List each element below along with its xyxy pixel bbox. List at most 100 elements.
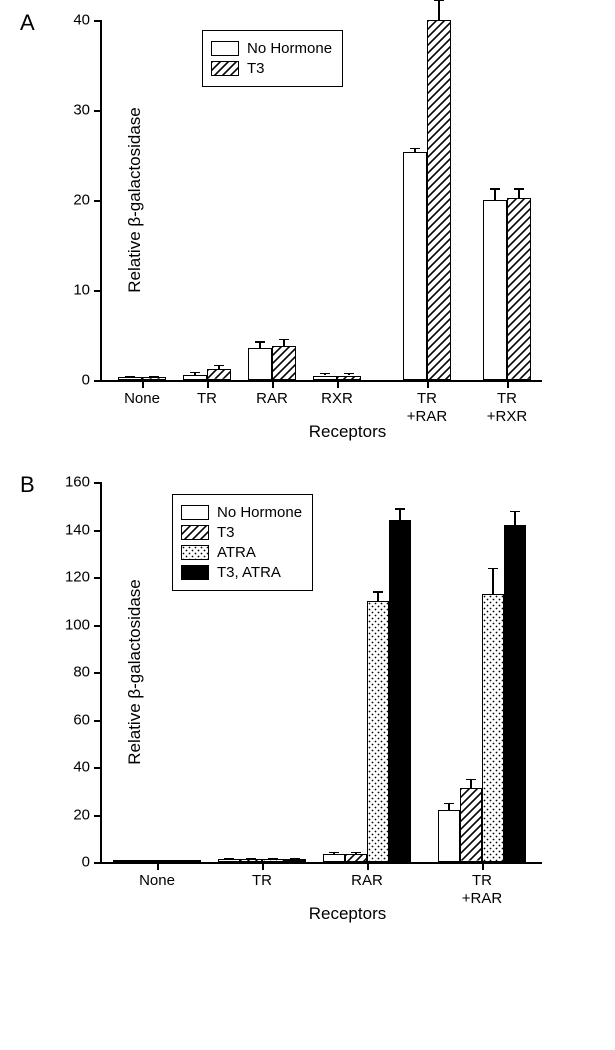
y-axis-label-a: Relative β-galactosidase <box>125 107 145 293</box>
x-axis-label-b: Receptors <box>100 904 595 924</box>
panel-b-label: B <box>20 472 35 498</box>
legend-text: No Hormone <box>217 504 302 521</box>
legend-row: T3 <box>181 524 302 541</box>
error-bar <box>492 568 494 594</box>
bar <box>118 377 142 380</box>
y-tick-label: 120 <box>65 569 90 586</box>
error-cap <box>510 511 520 513</box>
y-tick-label: 0 <box>82 854 90 871</box>
chart-b: Relative β-galactosidase No HormoneT3ATR… <box>100 482 595 924</box>
bar <box>337 376 361 381</box>
x-tick-label: TR +RAR <box>407 390 447 426</box>
y-tick <box>94 530 102 532</box>
legend-a: No Hormone T3 <box>202 30 343 87</box>
bar <box>460 788 482 862</box>
panel-a: A Relative β-galactosidase No HormoneT3 … <box>20 20 595 442</box>
x-tick-label: RAR <box>351 872 383 890</box>
x-tick-label: TR +RXR <box>487 390 527 426</box>
y-tick-label: 0 <box>82 372 90 389</box>
figure: A Relative β-galactosidase No HormoneT3 … <box>20 20 595 924</box>
error-cap <box>466 779 476 781</box>
error-cap <box>444 803 454 805</box>
y-tick-label: 40 <box>73 759 90 776</box>
legend-text: T3 <box>217 524 235 541</box>
y-tick <box>94 380 102 382</box>
legend-text: No Hormone <box>247 40 332 57</box>
error-cap <box>434 0 444 1</box>
error-cap <box>224 858 234 860</box>
bar <box>389 520 411 862</box>
y-tick <box>94 20 102 22</box>
y-tick-label: 100 <box>65 616 90 633</box>
bar <box>207 369 231 380</box>
x-tick-label: TR +RAR <box>462 872 502 908</box>
bar <box>323 854 345 862</box>
x-tick-label: RXR <box>321 390 353 408</box>
error-cap <box>190 372 200 374</box>
panel-b: B Relative β-galactosidase No HormoneT3A… <box>20 482 595 924</box>
plot-area-a: Relative β-galactosidase No HormoneT3 01… <box>100 20 542 382</box>
legend-text: T3 <box>247 60 265 77</box>
error-cap <box>214 365 224 367</box>
bar <box>504 525 526 862</box>
bar <box>507 198 531 380</box>
y-tick <box>94 482 102 484</box>
error-cap <box>119 860 129 862</box>
x-tick <box>272 380 274 388</box>
error-cap <box>185 860 195 862</box>
x-tick <box>262 862 264 870</box>
error-cap <box>490 188 500 190</box>
y-tick-label: 60 <box>73 711 90 728</box>
error-cap <box>141 860 151 862</box>
y-tick-label: 160 <box>65 474 90 491</box>
x-tick-label: TR <box>197 390 217 408</box>
error-cap <box>329 852 339 854</box>
y-tick <box>94 290 102 292</box>
x-tick-label: RAR <box>256 390 288 408</box>
bar <box>272 346 296 380</box>
legend-row: No Hormone <box>181 504 302 521</box>
legend-swatch <box>181 565 209 580</box>
bar <box>403 152 427 380</box>
error-cap <box>351 852 361 854</box>
error-cap <box>149 376 159 378</box>
x-tick-label: TR <box>252 872 272 890</box>
y-tick-label: 20 <box>73 192 90 209</box>
error-cap <box>246 858 256 860</box>
x-tick <box>367 862 369 870</box>
error-cap <box>320 373 330 375</box>
y-tick-label: 10 <box>73 282 90 299</box>
plot-area-b: Relative β-galactosidase No HormoneT3ATR… <box>100 482 542 864</box>
x-tick-label: None <box>124 390 160 408</box>
error-cap <box>163 860 173 862</box>
bar <box>313 376 337 381</box>
chart-a: Relative β-galactosidase No HormoneT3 01… <box>100 20 595 442</box>
x-tick <box>157 862 159 870</box>
error-cap <box>290 858 300 860</box>
error-cap <box>488 568 498 570</box>
panel-a-label: A <box>20 10 35 36</box>
error-cap <box>410 148 420 150</box>
error-cap <box>268 858 278 860</box>
legend-b: No Hormone T3 ATRA T3, ATRA <box>172 494 313 591</box>
y-tick-label: 140 <box>65 521 90 538</box>
error-bar <box>399 508 401 520</box>
bar <box>183 375 207 380</box>
legend-text: ATRA <box>217 544 256 561</box>
error-cap <box>373 591 383 593</box>
y-tick <box>94 815 102 817</box>
bar <box>248 348 272 380</box>
x-tick-label: None <box>139 872 175 890</box>
y-tick-label: 20 <box>73 806 90 823</box>
legend-text: T3, ATRA <box>217 564 281 581</box>
y-tick <box>94 200 102 202</box>
y-tick-label: 40 <box>73 12 90 29</box>
x-tick <box>482 862 484 870</box>
legend-swatch <box>211 41 239 56</box>
bar <box>482 594 504 862</box>
y-tick <box>94 672 102 674</box>
y-tick <box>94 110 102 112</box>
y-tick-label: 30 <box>73 102 90 119</box>
y-tick-label: 80 <box>73 664 90 681</box>
bar <box>427 20 451 380</box>
